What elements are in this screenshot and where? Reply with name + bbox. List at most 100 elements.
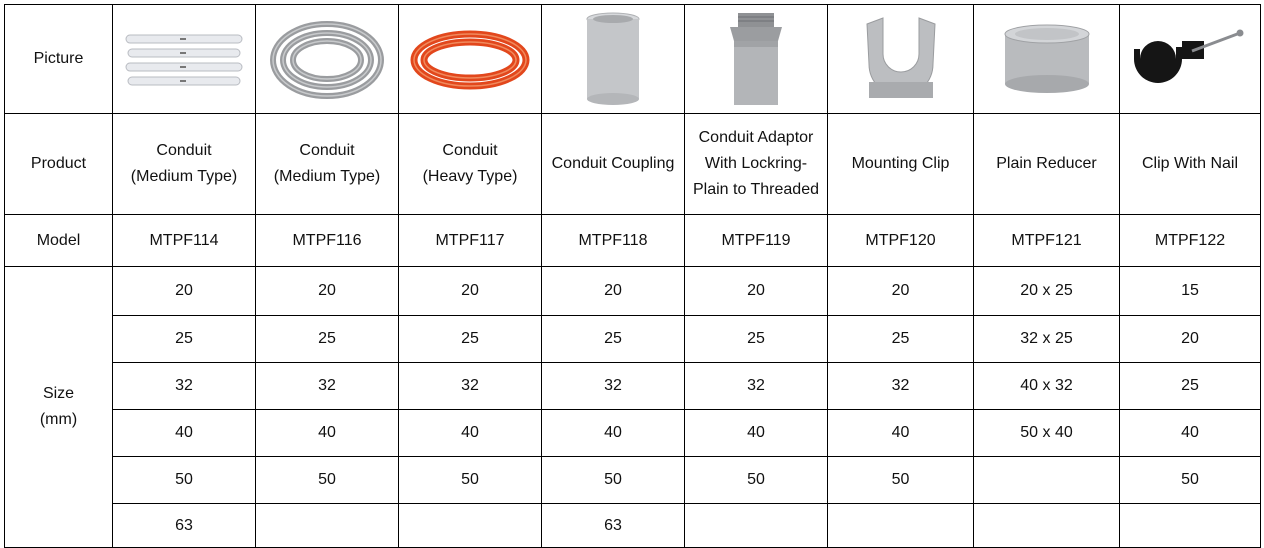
size-cell: 20 (684, 266, 828, 316)
product-name-cell: Clip With Nail (1119, 113, 1261, 215)
size-row: Size (mm) 20 20 20 20 20 20 20 x 25 15 (4, 266, 1261, 548)
product-name-cell: Conduit (Medium Type) (255, 113, 399, 215)
size-cell: 40 (255, 409, 399, 457)
size-cell: 20 x 25 (973, 266, 1120, 316)
size-cell: 40 x 32 (973, 362, 1120, 410)
size-row: 40 40 40 40 40 40 50 x 40 40 (5, 409, 1261, 457)
size-cell: 63 (541, 503, 685, 548)
product-name-cell: Conduit Coupling (541, 113, 685, 215)
mounting-clip-icon (865, 17, 936, 98)
picture-row: Picture (4, 4, 1261, 114)
size-cell: 50 (112, 456, 256, 504)
size-cell: 32 (112, 362, 256, 410)
size-cell (684, 503, 828, 548)
size-cell: 20 (112, 266, 256, 316)
size-cell (255, 503, 399, 548)
size-cell: 40 (398, 409, 542, 457)
size-cell: 25 (398, 315, 542, 363)
picture-cell (541, 4, 685, 114)
adaptor-lockring-icon (730, 13, 782, 105)
size-cell: 32 (827, 362, 974, 410)
model-cell: MTPF116 (255, 214, 399, 267)
product-name-line: Plain to Threaded (692, 181, 819, 198)
product-name-cell: Mounting Clip (827, 113, 974, 215)
size-cell: 50 (255, 456, 399, 504)
picture-cell (973, 4, 1120, 114)
model-cell: MTPF118 (541, 214, 685, 267)
size-row: 50 50 50 50 50 50 50 (5, 456, 1261, 504)
size-row: 63 63 (5, 503, 1261, 548)
size-cell: 20 (541, 266, 685, 316)
size-cell (398, 503, 542, 548)
size-cell (827, 503, 974, 548)
size-cell (973, 503, 1120, 548)
rigid-conduit-pipes-icon (125, 34, 243, 86)
size-cell: 32 (398, 362, 542, 410)
plain-reducer-icon (1004, 24, 1089, 93)
size-cell: 32 x 25 (973, 315, 1120, 363)
size-cell: 25 (112, 315, 256, 363)
size-cell: 40 (1119, 409, 1261, 457)
product-row: Product Conduit (Medium Type) Conduit (Med… (4, 113, 1261, 215)
row-label-model: Model (4, 214, 113, 267)
size-row: 32 32 32 32 32 32 40 x 32 25 (5, 362, 1261, 410)
product-name-cell: Conduit Adaptor With Lockring- Plain to Th… (684, 113, 828, 215)
size-cell: 32 (541, 362, 685, 410)
orange-conduit-coil-icon (410, 30, 530, 90)
size-cell: 40 (827, 409, 974, 457)
size-cell: 40 (112, 409, 256, 457)
product-name-line: Mounting Clip (851, 155, 950, 172)
product-name-line: Conduit Adaptor (698, 129, 814, 146)
picture-cell (684, 4, 828, 114)
row-label-picture: Picture (4, 4, 113, 114)
size-cell: 25 (541, 315, 685, 363)
clip-with-nail-icon (1134, 29, 1244, 83)
row-label-size: Size (mm) (4, 266, 113, 548)
size-label-line: Size (42, 385, 75, 402)
model-cell: MTPF117 (398, 214, 542, 267)
size-cell: 20 (398, 266, 542, 316)
picture-cell (255, 4, 399, 114)
size-cell: 32 (255, 362, 399, 410)
size-cell: 50 (827, 456, 974, 504)
size-cell: 63 (112, 503, 256, 548)
size-cell: 20 (255, 266, 399, 316)
size-cell: 40 (684, 409, 828, 457)
size-cell: 25 (827, 315, 974, 363)
size-cell: 25 (684, 315, 828, 363)
coupling-icon (586, 12, 640, 105)
size-cell (973, 456, 1120, 504)
model-cell: MTPF120 (827, 214, 974, 267)
picture-cell (827, 4, 974, 114)
size-cell: 50 (684, 456, 828, 504)
size-cell: 50 x 40 (973, 409, 1120, 457)
size-cell: 20 (1119, 315, 1261, 363)
size-cell: 15 (1119, 266, 1261, 316)
picture-cell (112, 4, 256, 114)
size-cell (1119, 503, 1261, 548)
size-row: 25 25 25 25 25 25 32 x 25 20 (5, 315, 1261, 363)
size-cell: 50 (1119, 456, 1261, 504)
size-cell: 40 (541, 409, 685, 457)
product-name-cell: Plain Reducer (973, 113, 1120, 215)
model-cell: MTPF119 (684, 214, 828, 267)
size-cell: 25 (1119, 362, 1261, 410)
product-name-line: Conduit (442, 142, 498, 159)
product-name-cell: Conduit (Medium Type) (112, 113, 256, 215)
model-cell: MTPF121 (973, 214, 1120, 267)
product-name-line: (Heavy Type) (422, 168, 518, 185)
product-table: Picture (4, 4, 1261, 548)
model-row: Model MTPF114 MTPF116 MTPF117 MTPF118 MT… (4, 214, 1261, 267)
product-name-cell: Conduit (Heavy Type) (398, 113, 542, 215)
size-label-line: (mm) (39, 411, 78, 428)
size-cell: 50 (398, 456, 542, 504)
product-name-line: Conduit (156, 142, 212, 159)
product-name-line: Clip With Nail (1141, 155, 1238, 172)
flexible-conduit-coil-icon (270, 21, 384, 99)
size-cell: 25 (255, 315, 399, 363)
size-cell: 20 (827, 266, 974, 316)
product-name-line: Plain Reducer (996, 155, 1097, 172)
product-name-line: (Medium Type) (273, 168, 381, 185)
row-label-product: Product (4, 113, 113, 215)
picture-cell (1119, 4, 1261, 114)
